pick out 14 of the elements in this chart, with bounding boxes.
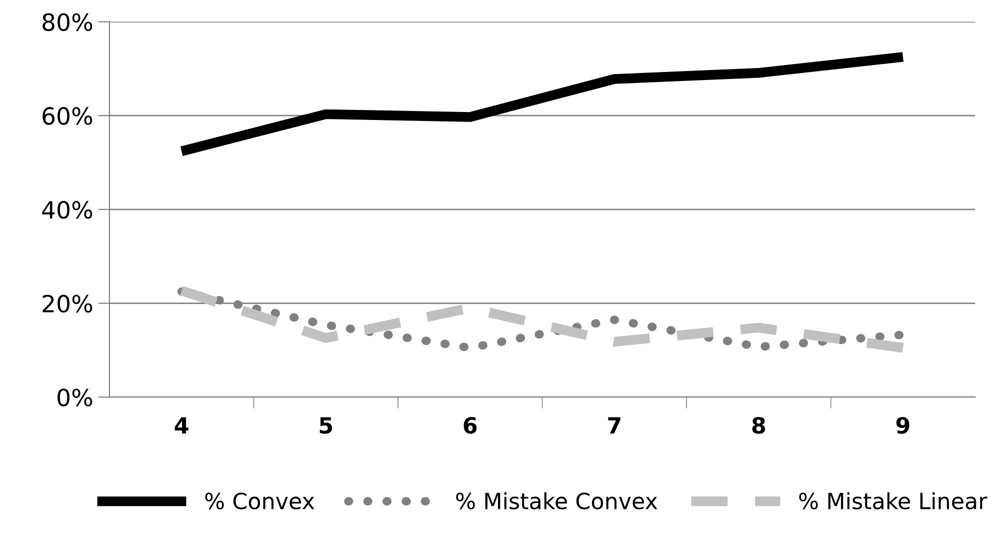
x-tick-label: 8 xyxy=(752,416,766,434)
y-tick-label: 40% xyxy=(42,200,92,219)
y-tick-label: 60% xyxy=(42,107,92,125)
x-tick-label: 4 xyxy=(174,417,188,434)
y-tick-label: 80% xyxy=(42,13,92,32)
legend-label: % Convex xyxy=(205,492,314,510)
x-tick-label: 5 xyxy=(320,417,332,434)
y-tick-label: 20% xyxy=(42,294,92,313)
legend-label: % Mistake Linear xyxy=(799,492,988,510)
x-tick-label: 6 xyxy=(464,416,477,434)
x-tick-label: 7 xyxy=(608,417,620,434)
x-tick-label: 9 xyxy=(896,416,910,434)
legend-label: % Mistake Convex xyxy=(456,492,658,510)
y-tick-label: 0% xyxy=(58,388,92,406)
